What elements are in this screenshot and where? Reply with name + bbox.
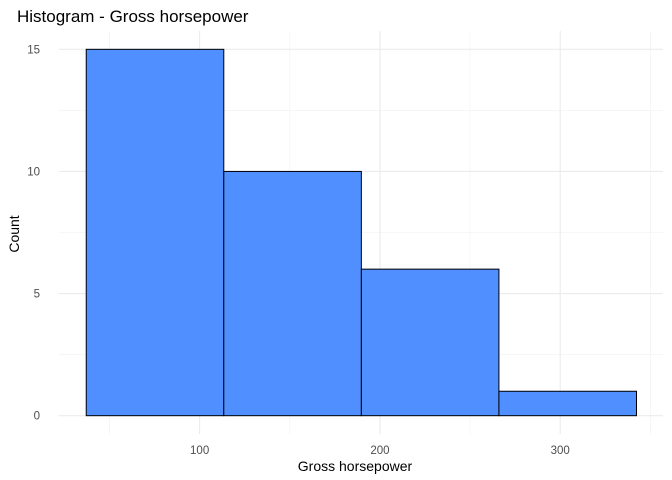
chart-title: Histogram - Gross horsepower [17, 7, 249, 26]
x-axis-tick-labels: 100 200 300 [190, 445, 570, 457]
x-tick-label: 100 [190, 445, 209, 457]
histogram-bars [85, 48, 637, 417]
histogram-bar-1 [85, 48, 225, 417]
y-axis-tick-labels: 0 5 10 15 [27, 44, 40, 422]
y-tick-label: 15 [27, 44, 40, 56]
y-tick-label: 5 [34, 289, 40, 301]
histogram-bar-2 [223, 170, 362, 417]
x-tick-label: 300 [551, 445, 570, 457]
x-tick-label: 200 [370, 445, 389, 457]
histogram-bar-4 [498, 390, 637, 417]
y-axis-title: Count [6, 215, 22, 252]
y-tick-label: 0 [34, 411, 40, 423]
x-axis-title: Gross horsepower [298, 458, 413, 474]
histogram-bar-3 [360, 268, 500, 417]
y-tick-label: 10 [27, 166, 40, 178]
